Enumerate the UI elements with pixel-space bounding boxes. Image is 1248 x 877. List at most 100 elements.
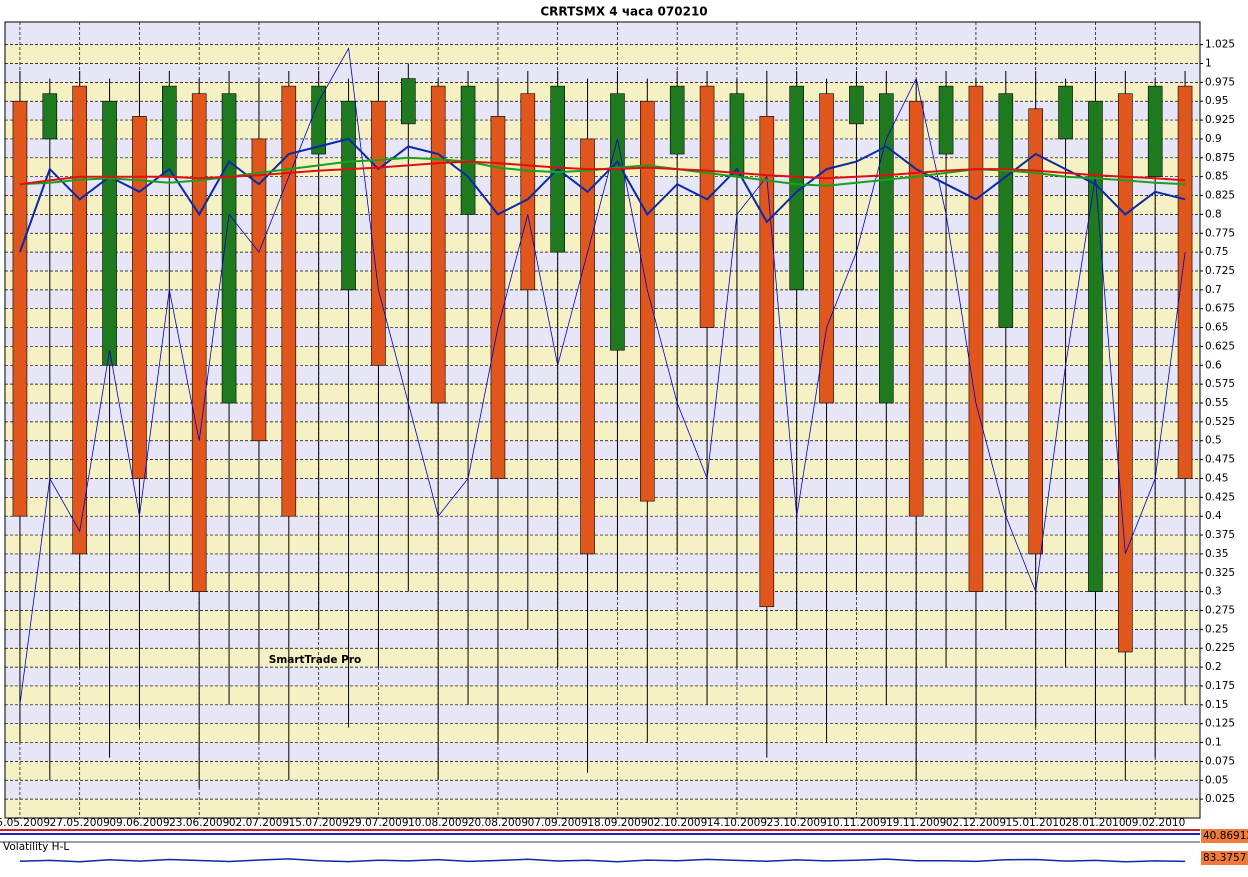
candle-body [401,78,416,125]
candle-body [580,138,595,555]
candle-body [72,85,87,555]
background-band [5,704,1200,724]
background-band [5,497,1200,517]
plot-frame [4,21,1201,819]
candle-body [490,116,506,479]
candle-body [371,100,386,366]
y-tick-label: 0.475 [1205,454,1235,466]
background-band [5,252,1200,271]
background-band [5,780,1200,800]
y-tick-label: 0.925 [1205,114,1235,126]
y-tick-label: 0.275 [1205,605,1235,617]
background-band [5,365,1200,385]
y-tick-label: 0.2 [1205,661,1222,673]
x-tick-label: 09.06.2009 [109,817,169,829]
background-band [5,233,1200,253]
y-tick-label: 0.575 [1205,378,1235,390]
background-band [5,535,1200,554]
x-tick-label: 27.05.2009 [50,817,110,829]
y-tick-label: 0.05 [1205,774,1228,786]
background-band [5,403,1200,422]
candle-body [311,85,326,155]
background-band [5,723,1200,743]
panel-label: Volatility H-L [3,841,69,853]
y-tick-label: 1 [1205,57,1212,69]
x-tick-label: 20.08.2009 [468,817,528,829]
x-tick-label: 19.11.2009 [886,817,946,829]
x-tick-label: 02.12.2009 [946,817,1006,829]
candle-body [191,93,207,592]
y-tick-label: 0.95 [1205,95,1228,107]
background-band [5,421,1200,441]
y-tick-label: 0.5 [1205,435,1222,447]
background-band [5,22,1200,45]
candle-body [132,116,147,479]
x-tick-label: 10.08.2009 [408,817,468,829]
background-band [5,667,1200,686]
candle-body [610,93,625,351]
candle-body [998,93,1014,328]
candle-body [460,85,476,215]
y-tick-label: 0.525 [1205,416,1235,428]
candle-body [640,100,655,502]
background-band [5,685,1200,705]
y-tick-label: 0.75 [1205,246,1228,258]
indicator-line [19,160,1186,186]
x-tick-label: 23.06.2009 [169,817,229,829]
y-tick-label: 0.4 [1205,510,1222,522]
last-value-box [1201,851,1248,865]
y-tick-label: 0.375 [1205,529,1235,541]
x-tick-label: 15.07.2009 [289,817,349,829]
y-tick-label: 0.625 [1205,340,1235,352]
candle-body [42,93,58,140]
candle-body [759,116,775,608]
background-band [5,63,1200,83]
candle-body [1147,85,1163,177]
background-band [5,553,1200,573]
background-band [5,591,1200,611]
y-tick-label: 0.775 [1205,227,1235,239]
last-value-label: 83.3757 [1203,852,1246,864]
y-tick-label: 0.725 [1205,265,1235,277]
background-band [5,195,1200,215]
y-tick-label: 0.875 [1205,152,1235,164]
x-tick-label: 14.10.2009 [707,817,767,829]
indicator-line [19,47,1186,705]
y-tick-label: 0.125 [1205,718,1235,730]
y-tick-label: 0.35 [1205,548,1228,560]
y-tick-label: 0.9 [1205,133,1222,145]
x-tick-label: 10.11.2009 [826,817,886,829]
background-band [5,648,1200,668]
candle-body [281,85,297,517]
candle-body [12,100,28,517]
x-tick-label: 15.05.2009 [0,817,50,829]
y-tick-label: 0.225 [1205,642,1235,654]
candle-body [879,93,894,404]
background-band [5,478,1200,498]
candle-body [729,93,745,177]
last-value-label: 40.86912 [1203,830,1248,842]
background-band [5,327,1200,347]
background-band [5,742,1200,762]
y-tick-label: 0.7 [1205,284,1222,296]
x-tick-label: 02.10.2009 [647,817,707,829]
x-tick-label: 18.09.2009 [587,817,647,829]
candle-body [699,85,715,328]
background-band [5,138,1200,158]
candle-body [789,85,804,291]
background-band [5,629,1200,649]
candle-body [251,138,267,442]
x-tick-label: 02.07.2009 [229,817,289,829]
background-band [5,157,1200,177]
y-tick-label: 0.825 [1205,190,1235,202]
background-band [5,82,1200,102]
candle-body [341,100,356,291]
background-band [5,572,1200,592]
x-tick-label: 29.07.2009 [348,817,408,829]
y-tick-label: 0.65 [1205,322,1228,334]
background-band [5,214,1200,234]
background-band [5,270,1200,290]
candle-body [1177,85,1193,479]
y-tick-label: 0.45 [1205,472,1228,484]
